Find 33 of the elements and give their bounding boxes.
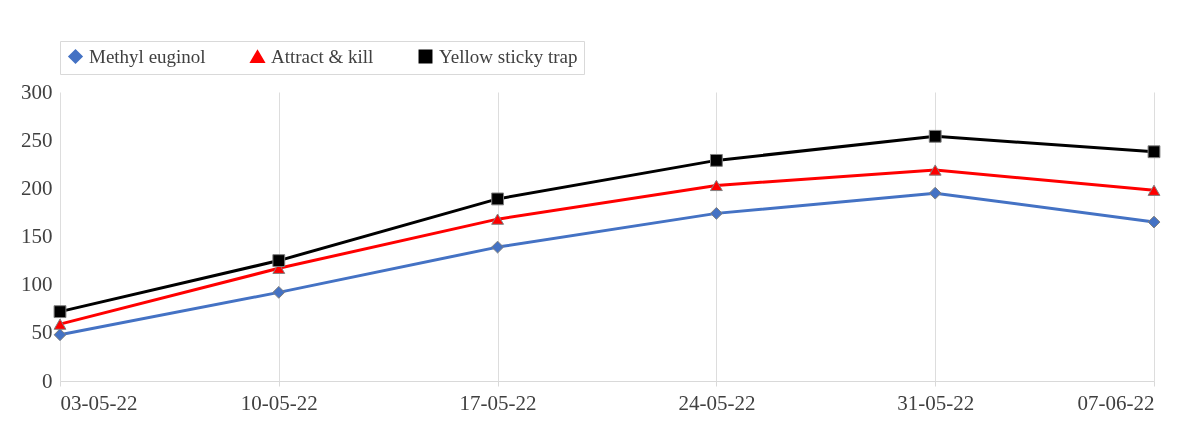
point <box>491 213 505 225</box>
point <box>709 153 723 167</box>
x-tick-label: 07-06-22 <box>1077 390 1155 415</box>
point <box>1147 184 1161 196</box>
point <box>53 318 67 330</box>
point <box>491 240 505 254</box>
x-tick-label: 17-05-22 <box>459 390 537 415</box>
y-tick-label: 0 <box>42 368 53 393</box>
point <box>928 129 942 143</box>
y-tick-label: 300 <box>21 79 53 104</box>
point <box>491 192 505 206</box>
y-tick-label: 250 <box>21 127 53 152</box>
point <box>1147 145 1161 159</box>
x-tick-label: 10-05-22 <box>240 390 318 415</box>
point <box>53 328 67 342</box>
y-tick-label: 150 <box>21 224 53 248</box>
x-tick-label: 31-05-22 <box>897 390 975 415</box>
point <box>272 254 286 267</box>
point <box>709 179 723 192</box>
y-tick-label: 50 <box>31 320 53 345</box>
point <box>928 164 942 176</box>
point <box>272 285 286 299</box>
point <box>53 305 67 319</box>
legend-label: Yellow sticky trap <box>439 45 578 67</box>
legend-label: Methyl euginol <box>89 45 206 67</box>
point <box>1147 215 1161 229</box>
y-tick-label: 100 <box>21 272 53 297</box>
point <box>709 206 723 220</box>
point <box>928 186 942 200</box>
x-tick-label: 03-05-22 <box>60 390 138 415</box>
y-tick-label: 200 <box>21 175 53 200</box>
legend-label: Attract & kill <box>271 45 374 67</box>
x-tick-label: 24-05-22 <box>678 390 756 415</box>
